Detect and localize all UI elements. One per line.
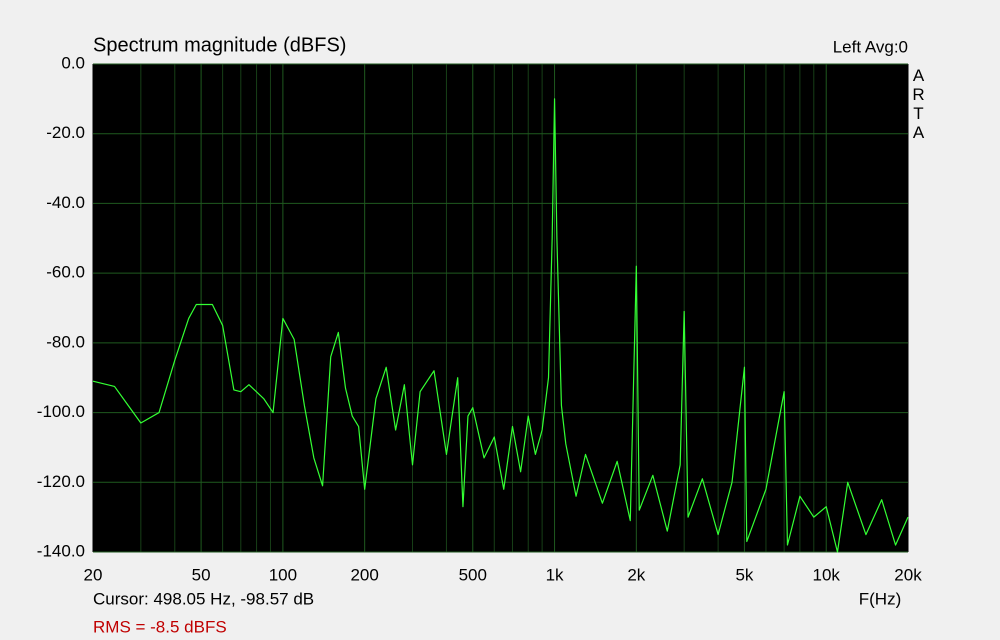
plot: [92, 98, 909, 553]
x-tick-label: 20k: [894, 565, 922, 584]
y-tick-label: -120.0: [37, 472, 85, 491]
x-tick-label: 5k: [735, 565, 753, 584]
y-tick-label: -20.0: [46, 123, 85, 142]
x-tick-label: 200: [350, 565, 378, 584]
x-tick-label: 2k: [627, 565, 645, 584]
x-tick-label: 1k: [546, 565, 564, 584]
x-tick-label: 500: [459, 565, 487, 584]
spectrum-line: [92, 98, 909, 553]
grid: [92, 63, 909, 553]
x-tick-label: 10k: [813, 565, 841, 584]
y-tick-label: -40.0: [46, 193, 85, 212]
y-tick-label: -80.0: [46, 332, 85, 351]
rms-readout: RMS = -8.5 dBFS: [93, 617, 227, 636]
x-tick-label: 20: [84, 565, 103, 584]
x-axis-label: F(Hz): [859, 589, 901, 608]
side-label: ARTA: [909, 66, 928, 142]
channel-label: Left Avg:0: [833, 37, 908, 56]
y-tick-label: 0.0: [61, 53, 85, 72]
cursor-readout: Cursor: 498.05 Hz, -98.57 dB: [93, 589, 314, 608]
y-tick-label: -140.0: [37, 541, 85, 560]
y-tick-label: -100.0: [37, 402, 85, 421]
x-tick-label: 50: [192, 565, 211, 584]
chart-title: Spectrum magnitude (dBFS): [93, 34, 346, 56]
y-tick-label: -60.0: [46, 263, 85, 282]
x-tick-label: 100: [269, 565, 297, 584]
